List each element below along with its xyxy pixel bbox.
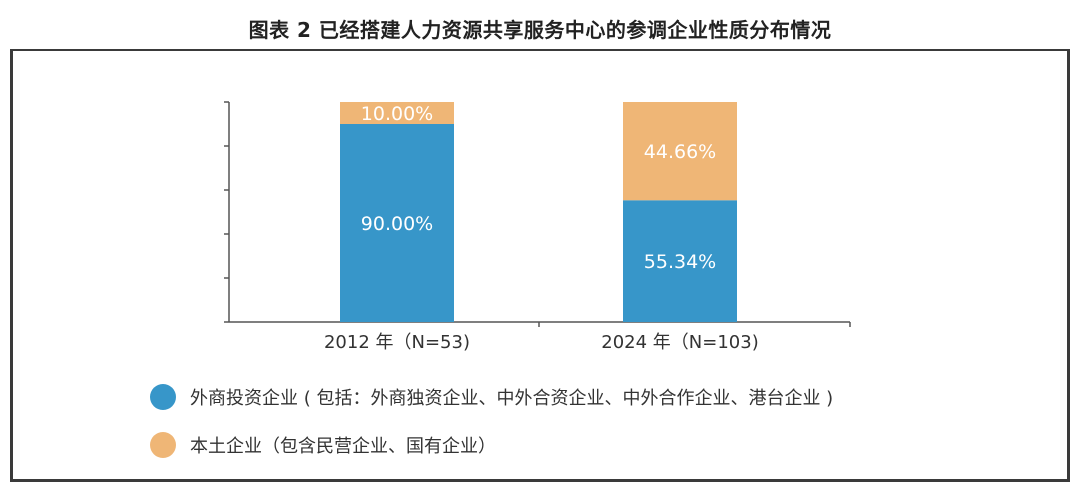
data-label: 44.66% [644,141,716,163]
bar-segment-domestic-1 [623,102,737,201]
data-label: 10.00% [361,103,433,125]
legend-swatch-foreign [150,384,176,410]
bar-segment-foreign-0 [340,124,454,322]
bar-segment-domestic-0 [340,102,454,124]
data-label: 90.00% [361,213,433,235]
legend-swatch-domestic [150,432,176,458]
legend-label-foreign: 外商投资企业 ( 包括：外商独资企业、中外合资企业、中外合作企业、港台企业 ) [190,388,834,409]
chart-title: 图表 2 已经搭建人力资源共享服务中心的参调企业性质分布情况 [248,18,832,42]
title-bar: 图表 2 已经搭建人力资源共享服务中心的参调企业性质分布情况 [10,8,1070,51]
chart-frame [10,8,1070,482]
x-tick-label: 2024 年（N=103) [601,332,758,353]
bar-segment-foreign-1 [623,200,737,322]
data-label: 55.34% [644,251,716,273]
legend-label-domestic: 本土企业（包含民营企业、国有企业） [190,436,496,457]
legend-item-foreign: 外商投资企业 ( 包括：外商独资企业、中外合资企业、中外合作企业、港台企业 ) [150,384,833,410]
x-tick-label: 2012 年（N=53) [324,332,470,353]
legend-item-domestic: 本土企业（包含民营企业、国有企业） [150,432,496,458]
